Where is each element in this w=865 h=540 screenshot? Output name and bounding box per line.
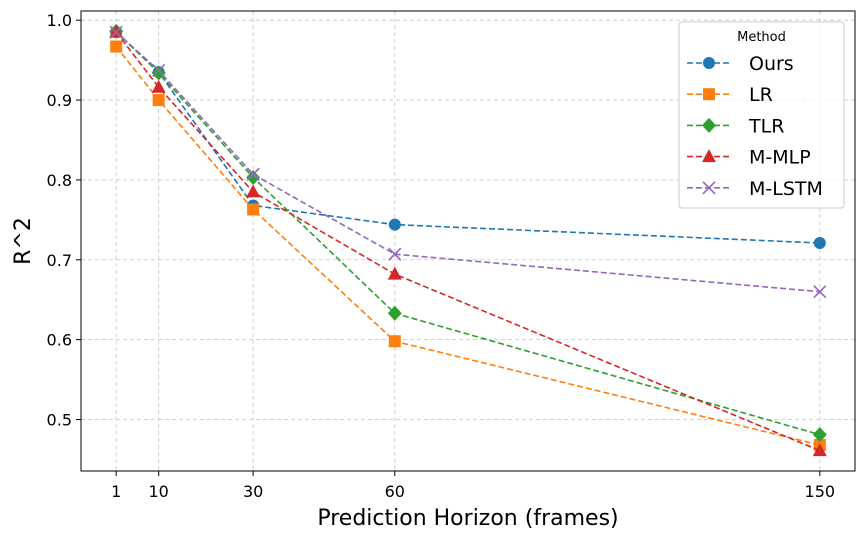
data-point	[152, 63, 166, 78]
data-point	[387, 305, 402, 321]
x-tick-label: 150	[805, 482, 836, 501]
y-axis-label: R^2	[11, 217, 36, 265]
x-axis-label: Prediction Horizon (frames)	[317, 506, 618, 531]
y-axis: 0.5 0.6 0.7 0.8 0.9 1.0	[47, 11, 81, 429]
legend-label: TLR	[748, 115, 784, 137]
x-tick-label: 1	[111, 482, 121, 501]
legend-marker	[702, 181, 716, 195]
data-point	[813, 285, 827, 299]
y-tick-label: 0.7	[47, 251, 72, 270]
data-point	[247, 203, 260, 216]
legend-item-tlr: TLR	[687, 115, 784, 137]
y-tick-label: 0.8	[47, 171, 72, 190]
data-point	[246, 167, 260, 181]
legend-item-lr: LR	[687, 84, 773, 106]
series-m-lstm	[109, 25, 827, 299]
data-point	[388, 218, 401, 231]
series-m-mlp	[109, 24, 827, 457]
legend: Method Ours LR TLR M-MLP M-LSTM	[678, 21, 845, 209]
legend-box	[678, 21, 845, 209]
x-tick-label: 30	[243, 482, 263, 501]
data-point	[812, 427, 827, 443]
data-point	[813, 236, 826, 249]
data-point	[152, 94, 165, 107]
data-point	[246, 184, 261, 198]
data-point	[151, 79, 166, 93]
series-line	[115, 31, 820, 293]
x-axis: 1 10 30 60 150	[111, 471, 835, 501]
y-tick-label: 1.0	[47, 11, 72, 30]
legend-item-m-lstm: M-LSTM	[687, 178, 823, 200]
legend-marker	[702, 117, 716, 133]
legend-marker	[703, 57, 715, 69]
legend-marker	[703, 88, 715, 101]
y-tick-label: 0.5	[47, 410, 72, 429]
legend-item-m-mlp: M-MLP	[687, 147, 811, 169]
x-tick-label: 60	[385, 482, 405, 501]
legend-item-ours: Ours	[687, 53, 794, 75]
y-tick-label: 0.6	[47, 331, 72, 350]
data-point	[388, 247, 402, 261]
data-point	[109, 25, 123, 39]
legend-label: M-LSTM	[749, 178, 823, 200]
y-tick-label: 0.9	[47, 91, 72, 110]
legend-label: LR	[749, 84, 773, 106]
grid-lines	[81, 11, 855, 471]
data-point	[387, 266, 402, 280]
data-point	[110, 40, 123, 53]
legend-label: M-MLP	[749, 147, 811, 169]
plot-frame	[80, 10, 856, 472]
legend-title: Method	[737, 30, 786, 45]
data-point	[388, 335, 401, 348]
legend-label: Ours	[749, 53, 794, 75]
series-layer	[109, 23, 827, 457]
data-point	[151, 65, 166, 81]
legend-marker	[702, 149, 716, 163]
x-tick-label: 10	[149, 482, 169, 501]
data-point	[812, 443, 827, 457]
legend-items: Ours LR TLR M-MLP M-LSTM	[687, 53, 823, 200]
data-point	[246, 170, 261, 186]
